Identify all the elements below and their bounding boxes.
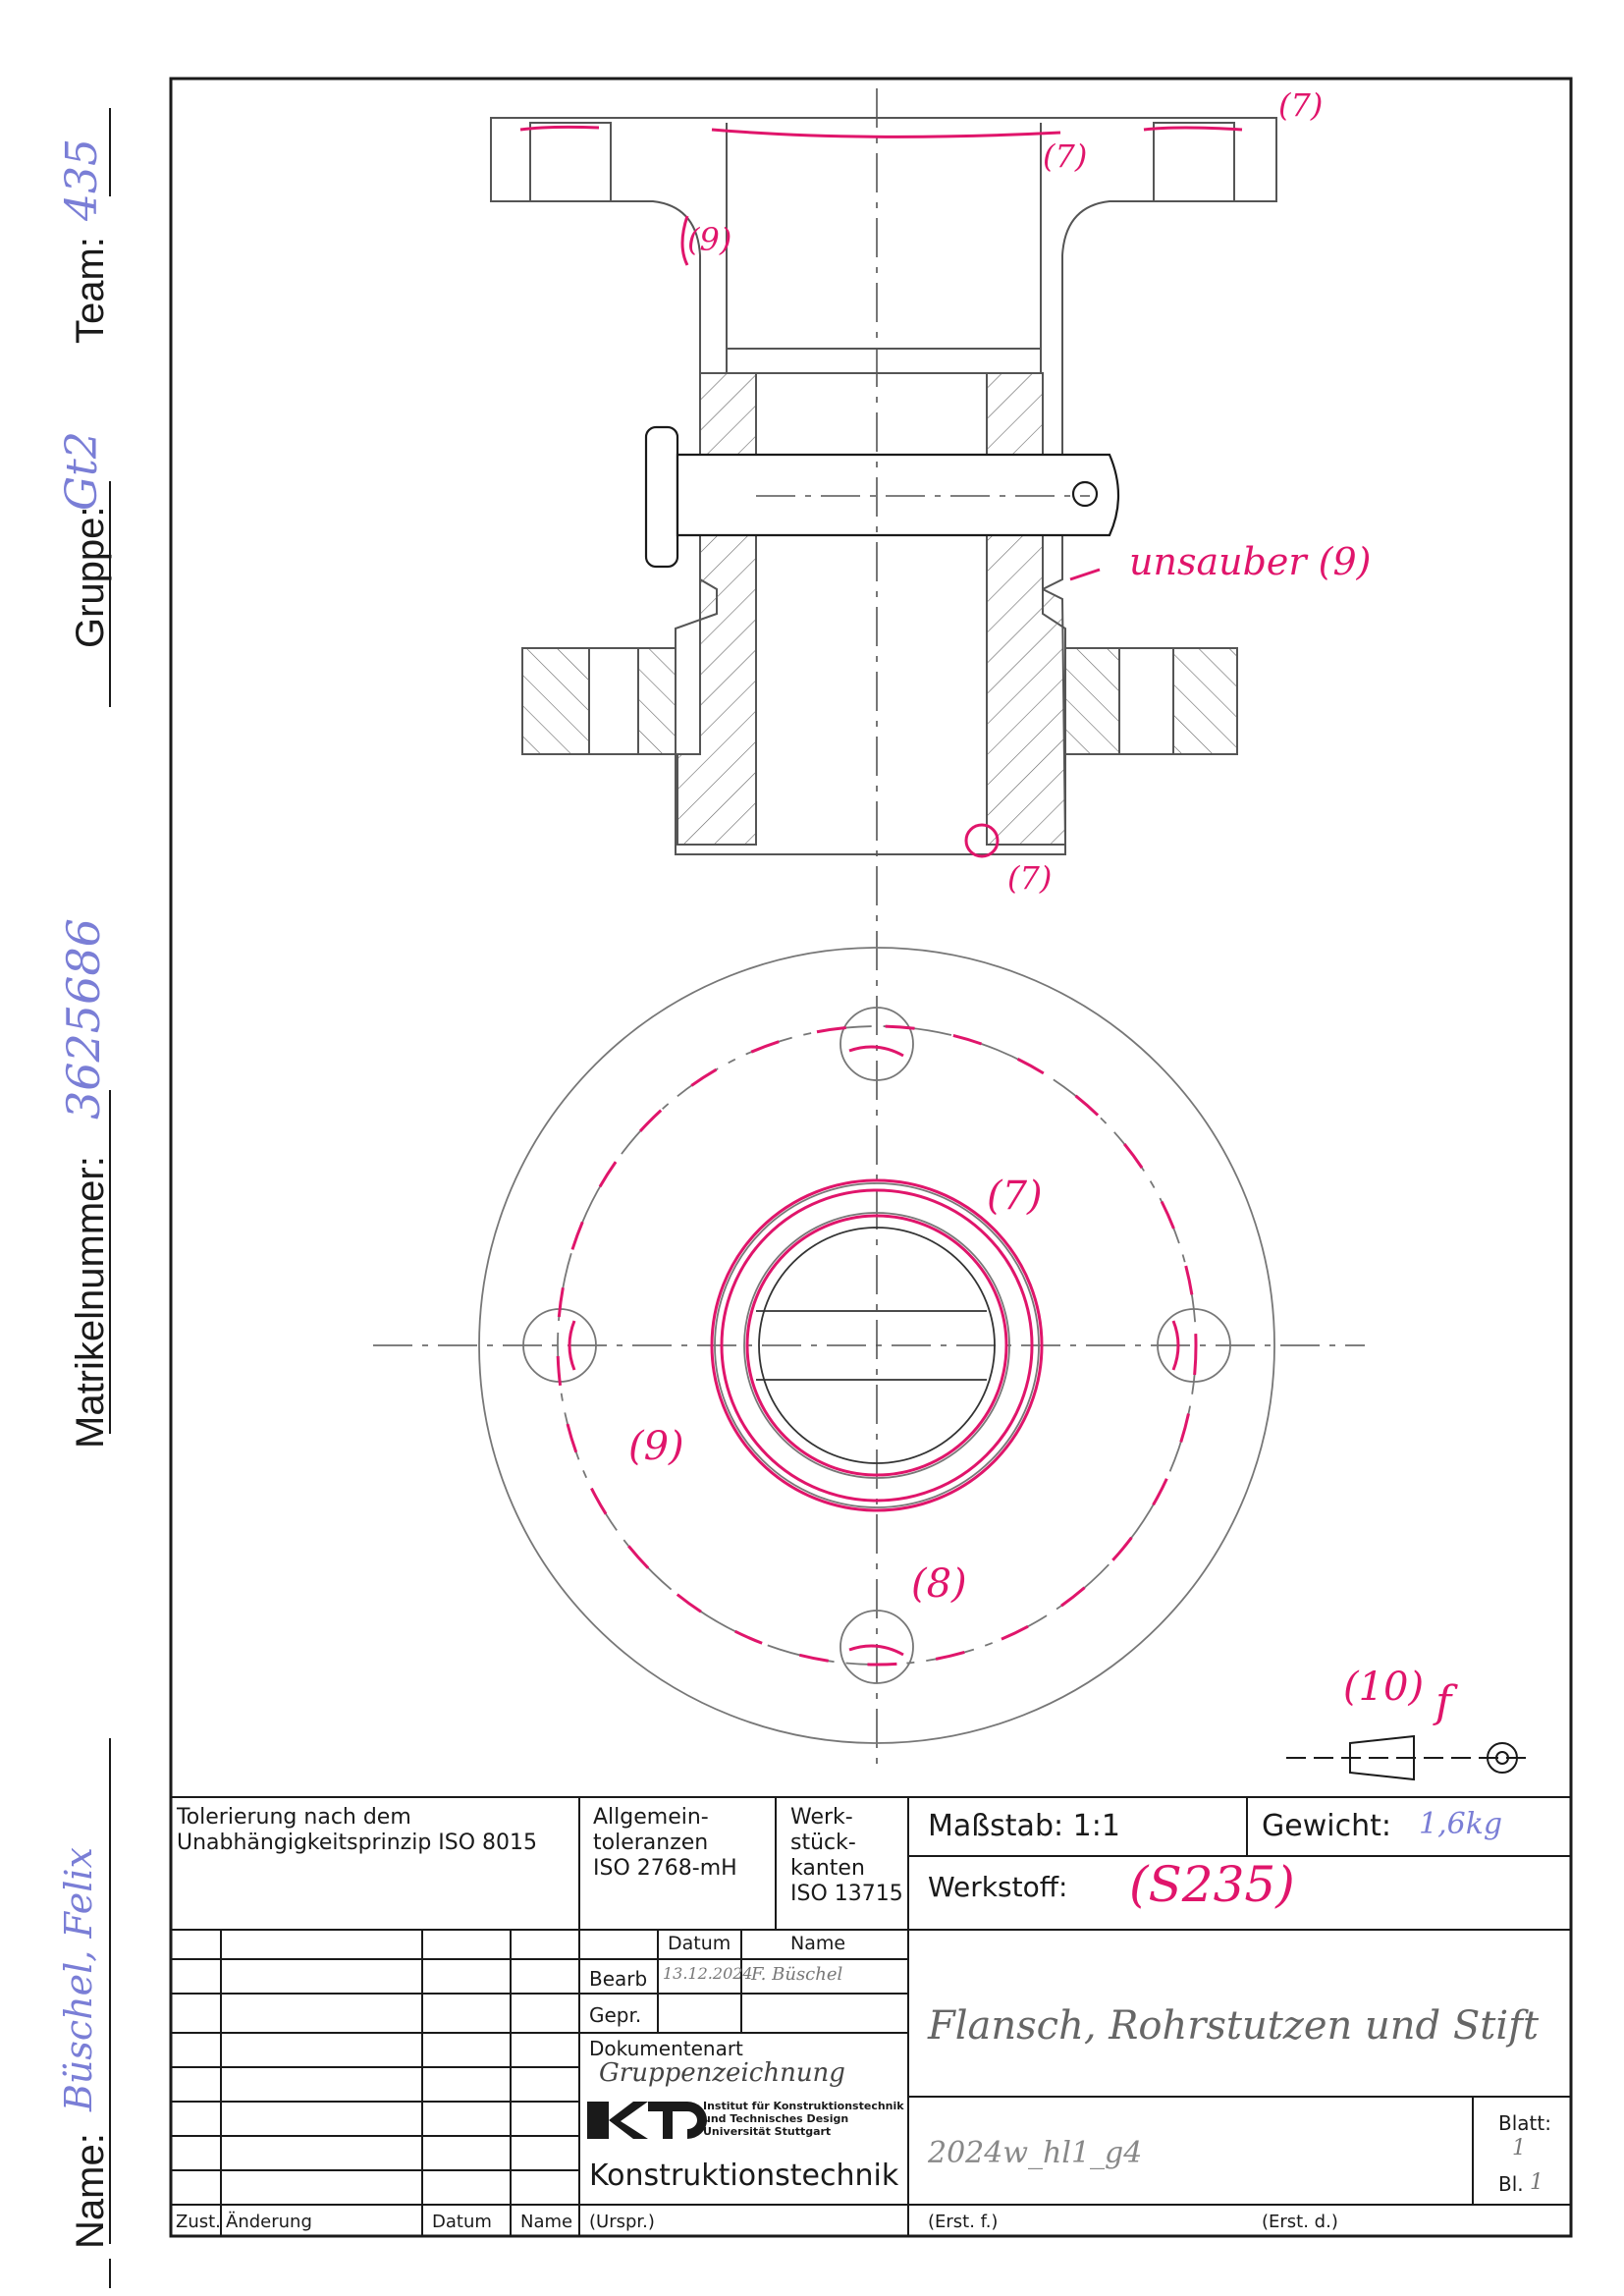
allgemein-line1: Allgemein- <box>593 1805 709 1830</box>
annotation-9-plan: (9) <box>628 1424 684 1469</box>
pin <box>644 425 1120 569</box>
bearb-label: Bearb <box>589 1967 648 1991</box>
annotation-7-plan: (7) <box>987 1174 1043 1219</box>
blatt-value: 1 <box>1512 2136 1526 2160</box>
bl-label: Bl. <box>1498 2172 1524 2196</box>
allgemein-line2: toleranzen <box>593 1831 709 1855</box>
aenderung-label: Änderung <box>226 2212 312 2232</box>
institut-line3: Universität Stuttgart <box>703 2125 832 2138</box>
tolerierung-line1: Tolerierung nach dem <box>177 1805 411 1830</box>
erst-d-label: (Erst. d.) <box>1262 2212 1338 2232</box>
annotation-7-top-right: (7) <box>1278 86 1324 124</box>
gewicht-label: Gewicht: <box>1262 1809 1391 1843</box>
konstruktionstechnik: Konstruktionstechnik <box>589 2159 899 2193</box>
dokumentenart-label: Dokumentenart <box>589 2037 743 2060</box>
institut-line2: und Technisches Design <box>703 2112 849 2125</box>
urspr-label: (Urspr.) <box>589 2212 655 2232</box>
werkstoff-value: (S235) <box>1129 1856 1295 1913</box>
institut-line1: Institut für Konstruktionstechnik <box>703 2100 904 2112</box>
werk-line3: kanten <box>790 1856 865 1881</box>
kt-logo <box>587 2102 707 2139</box>
datum-header: Datum <box>668 1933 731 1954</box>
annotation-8-plan: (8) <box>911 1561 967 1607</box>
drawing-title: Flansch, Rohrstutzen und Stift <box>928 2003 1540 2049</box>
drawing-number: 2024w_hl1_g4 <box>928 2136 1143 2170</box>
zust-label: Zust. <box>176 2212 221 2232</box>
annotation-unsauber: unsauber (9) <box>1129 540 1372 583</box>
dokumentenart-value: Gruppenzeichnung <box>599 2058 845 2088</box>
annotation-7-flange: (7) <box>1043 137 1088 175</box>
annotation-7-bore: (7) <box>1007 859 1053 897</box>
bl-value: 1 <box>1530 2170 1543 2195</box>
bearb-name: F. Büschel <box>751 1964 843 1985</box>
name-header: Name <box>790 1933 846 1954</box>
center-lines <box>373 88 1365 1768</box>
projection-symbol <box>1286 1734 1532 1781</box>
gewicht-value: 1,6kg <box>1419 1807 1503 1841</box>
name-footer: Name <box>520 2212 573 2232</box>
tolerierung-line2: Unabhängigkeitsprinzip ISO 8015 <box>177 1831 538 1855</box>
massstab: Maßstab: 1:1 <box>928 1809 1120 1843</box>
annotation-10: (10) <box>1343 1665 1425 1710</box>
correction-marks <box>519 125 1243 1667</box>
annotation-f: f <box>1435 1677 1452 1727</box>
erst-f-label: (Erst. f.) <box>928 2212 999 2232</box>
bearb-datum: 13.12.2024 <box>663 1964 753 1983</box>
werk-line1: Werk- <box>790 1805 853 1830</box>
werk-line4: ISO 13715 <box>790 1882 903 1906</box>
section-view <box>490 117 1277 855</box>
werkstoff-label: Werkstoff: <box>928 1871 1068 1903</box>
drawing-frame <box>169 77 1573 2238</box>
blatt-label: Blatt: <box>1498 2111 1551 2135</box>
gepr-label: Gepr. <box>589 2003 642 2027</box>
title-block <box>170 1796 1572 2237</box>
datum-footer: Datum <box>432 2212 492 2232</box>
allgemein-line3: ISO 2768-mH <box>593 1856 737 1881</box>
annotation-9-left: (9) <box>687 221 732 258</box>
werk-line2: stück- <box>790 1831 856 1855</box>
